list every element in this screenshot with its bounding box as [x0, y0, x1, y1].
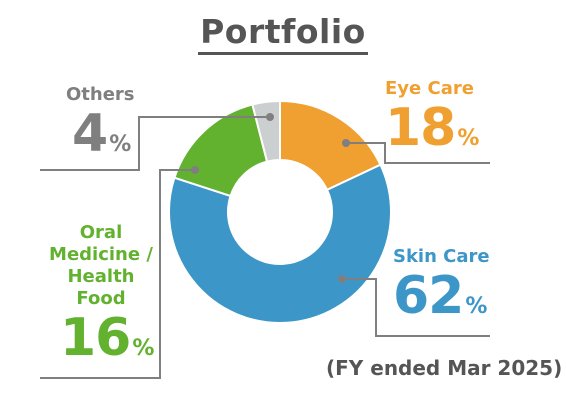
slice-skin-care	[168, 163, 392, 324]
chart-title: Portfolio	[0, 12, 566, 55]
label-skin-care-name: Skin Care	[393, 246, 490, 267]
label-oral-line-3: Health	[67, 266, 135, 287]
label-eye-care-name: Eye Care	[385, 78, 474, 99]
label-oral-medicine: Oral Medicine / Health Food 16%	[36, 222, 166, 377]
leader-line-skin-care	[342, 278, 490, 337]
label-oral-percent: 16%	[36, 310, 166, 377]
leader-line-eye-care	[346, 142, 490, 164]
skin-care-unit: %	[465, 294, 488, 319]
leader-line-others	[40, 116, 270, 171]
fiscal-year-note: (FY ended Mar 2025)	[326, 356, 563, 380]
others-unit: %	[109, 132, 132, 157]
label-eye-care-percent: 18%	[385, 100, 479, 167]
chart-title-text: Portfolio	[198, 12, 368, 55]
oral-value: 16	[60, 308, 131, 368]
slice-eye-care	[279, 99, 382, 192]
eye-care-unit: %	[457, 126, 480, 151]
leader-lines	[40, 113, 490, 379]
oral-unit: %	[132, 336, 155, 361]
label-oral-line-1: Oral	[79, 222, 123, 243]
donut-slices	[168, 99, 392, 324]
label-skin-care-percent: 62%	[393, 268, 490, 335]
eye-care-value: 18	[385, 98, 456, 158]
label-eye-care: Eye Care 18%	[385, 78, 479, 167]
label-oral-line-2: Medicine /	[49, 244, 153, 265]
label-oral-line-4: Food	[76, 288, 126, 309]
label-skin-care: Skin Care 62%	[393, 246, 490, 335]
label-others-percent: 4%	[66, 106, 135, 173]
label-others-name: Others	[66, 84, 135, 105]
others-value: 4	[72, 104, 108, 164]
leader-line-oral	[40, 169, 195, 379]
slice-oral-medicine-health-food	[173, 103, 269, 198]
label-others: Others 4%	[66, 84, 135, 173]
skin-care-value: 62	[393, 266, 464, 326]
